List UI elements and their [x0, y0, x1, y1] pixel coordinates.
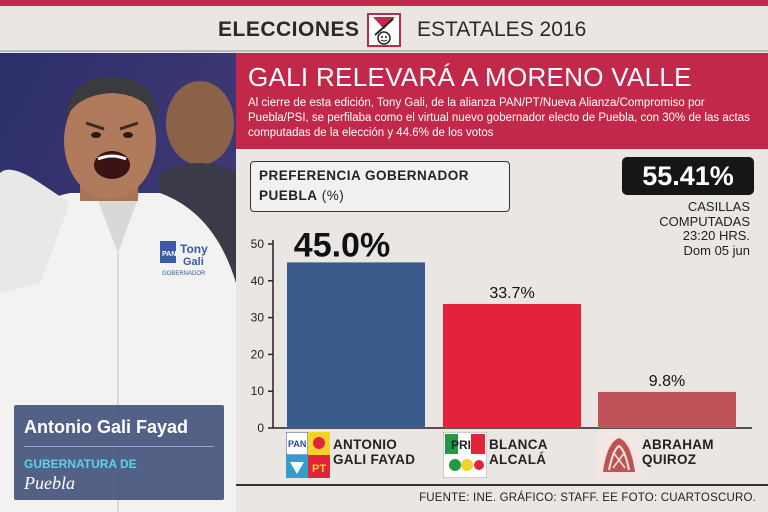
- morena-logo-icon: [597, 432, 641, 478]
- counted-line2: COMPUTADAS: [659, 213, 750, 229]
- chart-title-box: PREFERENCIA GOBERNADOR PUEBLA (%): [250, 161, 510, 212]
- header: ELECCIONES ESTATALES 2016: [0, 6, 768, 52]
- headline-title: GALI RELEVARÁ A MORENO VALLE: [248, 62, 692, 92]
- candidate-name-3: ABRAHAM QUIROZ: [642, 437, 714, 467]
- top-stripe: [0, 0, 768, 6]
- counted-line3: 23:20 HRS.: [682, 228, 750, 243]
- pri-logo-icon: PRI: [443, 432, 487, 478]
- headline-banner: GALI RELEVARÁ A MORENO VALLE Al cierre d…: [236, 53, 768, 149]
- caption-divider: [24, 446, 214, 447]
- svg-text:PAN: PAN: [288, 439, 306, 449]
- chart-title-line2: PUEBLA (%): [259, 188, 344, 203]
- headline-description: Al cierre de esta edición, Tony Gali, de…: [248, 97, 750, 139]
- counted-line4: Dom 05 jun: [683, 242, 750, 258]
- caption-state: Puebla: [24, 473, 75, 493]
- candidate-photo: PAN Tony Gali GOBERNADOR Antonio Gali Fa…: [0, 53, 236, 512]
- shirt-pan-logo: PAN: [162, 251, 176, 258]
- shirt-text-gobernador: GOBERNADOR: [162, 271, 206, 277]
- header-estatales: ESTATALES 2016: [417, 18, 587, 41]
- caption-role: GUBERNATURA DE: [24, 457, 137, 471]
- shirt-text-gali: Gali: [183, 256, 204, 268]
- svg-text:PT: PT: [312, 463, 326, 475]
- candidate-name-1: ANTONIO GALI FAYAD: [333, 437, 416, 467]
- chart-title-unit: (%): [321, 188, 345, 203]
- counted-line1: CASILLAS: [687, 199, 750, 214]
- caption-box: Antonio Gali Fayad GUBERNATURA DE Puebla: [14, 405, 224, 500]
- header-elecciones: ELECCIONES: [218, 18, 360, 41]
- candidate-name-2: BLANCA ALCALÁ: [489, 437, 548, 467]
- counted-percent-badge: 55.41%: [622, 157, 754, 195]
- candidate-name-caption: Antonio Gali Fayad: [24, 417, 189, 437]
- chart-title-state: PUEBLA: [259, 188, 318, 203]
- footer-credits: FUENTE: INE. GRÁFICO: STAFF. EE FOTO: CU…: [236, 484, 768, 512]
- ballot-box-icon: [367, 13, 401, 47]
- svg-text:PRI: PRI: [451, 438, 471, 452]
- footer-text: FUENTE: INE. GRÁFICO: STAFF. EE FOTO: CU…: [419, 492, 756, 504]
- counted-info: CASILLAS COMPUTADAS 23:20 HRS. Dom 05 ju…: [560, 199, 750, 258]
- chart-title-line1: PREFERENCIA GOBERNADOR: [259, 168, 470, 183]
- shirt-text-tony: Tony: [180, 242, 208, 256]
- pan-pt-logo-icon: PAN PT: [286, 432, 330, 478]
